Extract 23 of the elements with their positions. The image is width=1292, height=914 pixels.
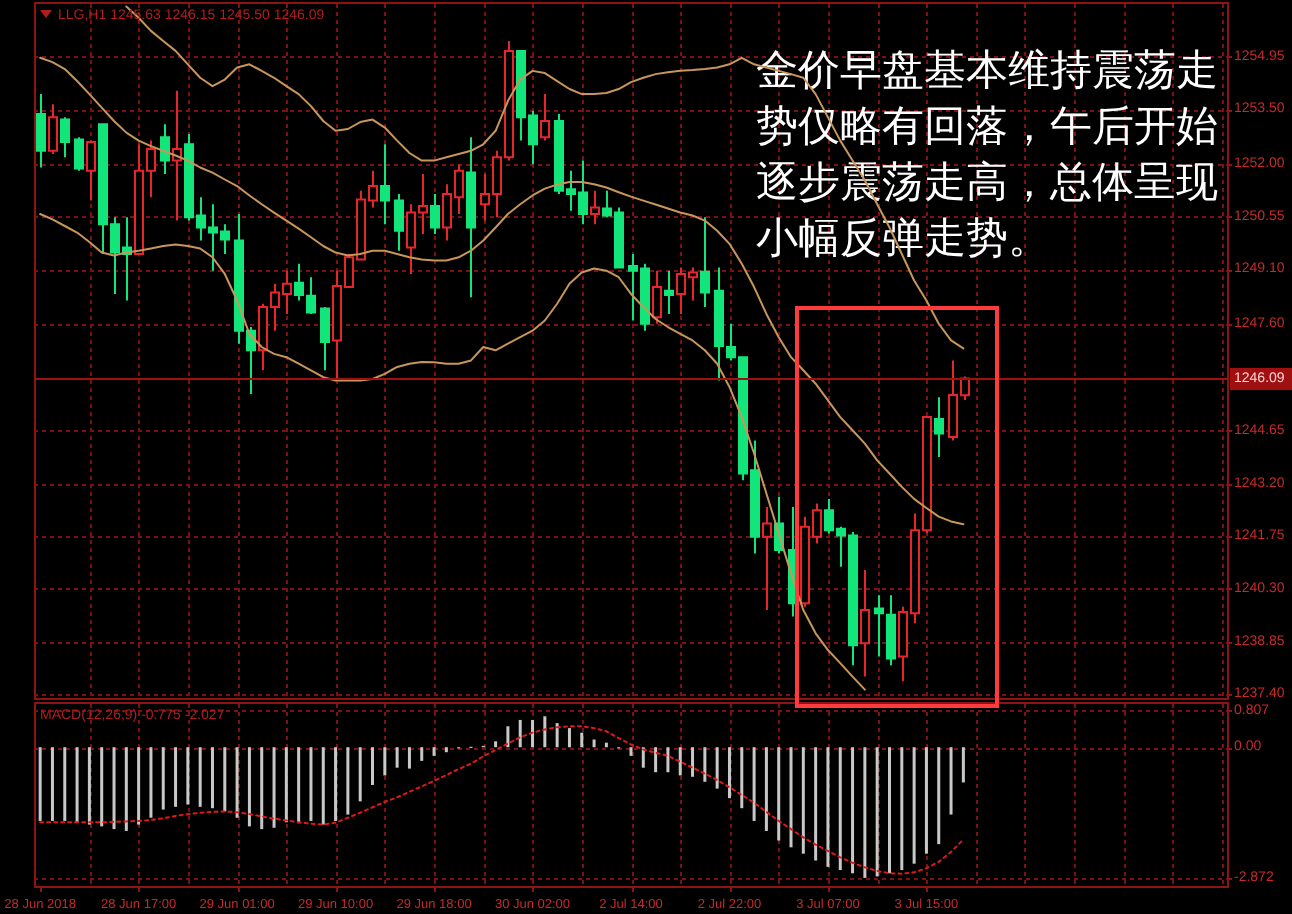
candlestick bbox=[664, 269, 674, 315]
candlestick bbox=[86, 139, 96, 202]
candlestick bbox=[886, 594, 896, 667]
candlestick bbox=[60, 116, 70, 159]
candlestick bbox=[860, 569, 870, 678]
candlestick bbox=[160, 123, 170, 176]
candlestick bbox=[36, 93, 46, 169]
candlestick bbox=[320, 306, 330, 372]
candlestick bbox=[874, 594, 884, 658]
candlestick bbox=[394, 193, 404, 252]
line-series bbox=[39, 725, 965, 875]
candlestick bbox=[540, 93, 550, 142]
candlestick bbox=[172, 89, 182, 222]
candlestick bbox=[934, 396, 944, 459]
candlestick bbox=[380, 143, 390, 226]
candlestick bbox=[700, 216, 710, 309]
candlestick bbox=[430, 193, 440, 235]
candlestick bbox=[762, 505, 772, 612]
candlestick bbox=[466, 136, 476, 299]
candlestick bbox=[590, 189, 600, 226]
candlestick bbox=[48, 103, 58, 156]
candlestick bbox=[652, 269, 662, 325]
candlestick bbox=[74, 136, 84, 172]
